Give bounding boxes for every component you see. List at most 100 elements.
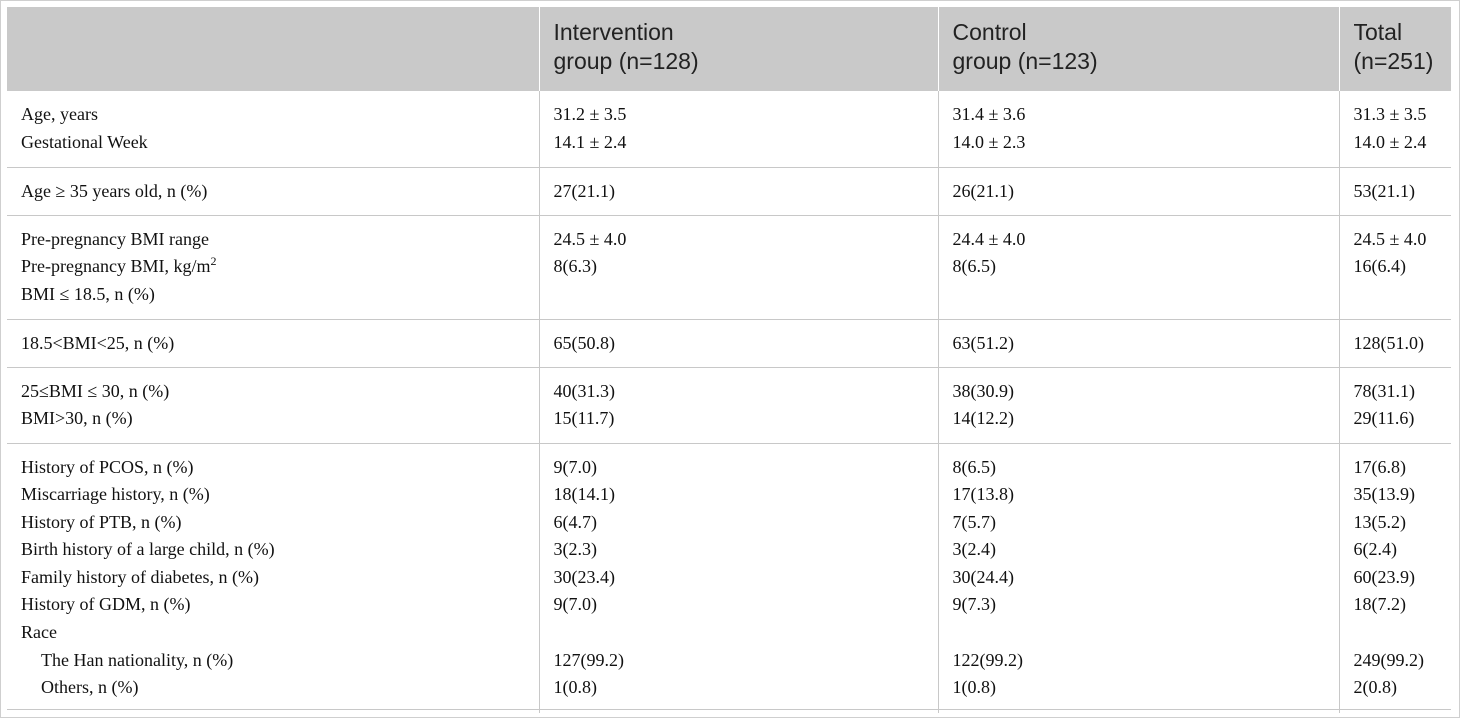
cell-line: 8(6.5)	[952, 256, 997, 277]
header-control: Control group (n=123)	[937, 7, 1339, 91]
table-row: Age ≥ 35 years old, n (%) 27(21.1) 26(21.1…	[7, 166, 1451, 215]
table-row: History of PCOS, n (%) Miscarriage histor…	[7, 442, 1452, 713]
control-cell: 8(6.5) 17(13.8) 7(5.7) 3(2.4) 30(24.4) 9(7.3)…	[937, 442, 1339, 713]
total-cell: 24.5 ± 4.0 16(6.4)	[1338, 214, 1451, 319]
header-row: Intervention group (n=128) Control group…	[7, 7, 1451, 91]
cell-line: 1(0.8)	[553, 677, 598, 698]
cell-line: History of GDM, n (%)	[21, 594, 191, 615]
cell-line	[1354, 619, 1452, 647]
total-cell: 128(51.0)	[1338, 318, 1451, 367]
intervention-cell: 65(50.8)	[538, 318, 938, 367]
cell-line: 9(7.0)	[553, 456, 598, 477]
cell-line: 40(31.3)	[553, 380, 616, 401]
cell-line: History of PTB, n (%)	[21, 511, 182, 532]
cell-text: Pre-pregnancy BMI, kg/m	[21, 256, 211, 277]
cell-line: Age, years	[21, 104, 98, 124]
cell-line: 27(21.1)	[553, 180, 616, 201]
control-cell: 24.4 ± 4.0 8(6.5)	[937, 214, 1339, 319]
control-cell: 26(21.1)	[937, 166, 1339, 215]
cell-line: 6(4.7)	[553, 511, 598, 532]
row-label-cell: Pre-pregnancy BMI range Pre-pregnancy BMI…	[7, 214, 539, 319]
cell-line: 65(50.8)	[553, 332, 616, 353]
header-line: Total	[1353, 19, 1403, 45]
control-cell: 38(30.9) 14(12.2)	[937, 366, 1339, 443]
cell-line: 8(6.5)	[952, 456, 997, 477]
cell-line: 8(6.3)	[553, 256, 598, 277]
cell-line: 9(7.0)	[553, 594, 598, 615]
header-intervention: Intervention group (n=128)	[538, 7, 938, 91]
cell-line: 14.0 ± 2.4	[1353, 131, 1427, 152]
cell-line: Gestational Week	[21, 131, 148, 152]
intervention-cell: 9(7.0) 18(14.1) 6(4.7) 3(2.3) 30(23.4) 9(7.0)…	[538, 442, 938, 713]
control-cell: 31.4 ± 3.6 14.0 ± 2.3	[937, 91, 1339, 167]
cell-line: BMI ≤ 18.5, n (%)	[21, 283, 155, 304]
row-label-cell: 18.5<BMI<25, n (%)	[7, 318, 539, 367]
cell-line: 127(99.2)	[553, 649, 625, 670]
cell-line	[953, 619, 1339, 647]
header-label-column	[7, 7, 539, 91]
cell-line: Family history of diabetes, n (%)	[21, 566, 259, 587]
cell-line: 24.5 ± 4.0	[1353, 228, 1427, 249]
cell-line: 63(51.2)	[952, 332, 1015, 353]
cell-line: 2(0.8)	[1353, 677, 1398, 698]
cell-line: 53(21.1)	[1353, 180, 1416, 201]
cell-line: 24.5 ± 4.0	[553, 228, 627, 249]
cell-line: Pre-pregnancy BMI, kg/m2	[21, 253, 539, 281]
cell-line: 3(2.3)	[553, 539, 598, 560]
table-row: 25≤BMI ≤ 30, n (%) BMI>30, n (%) 40(31.3) 1…	[7, 366, 1451, 443]
total-cell: 31.3 ± 3.5 14.0 ± 2.4	[1338, 91, 1451, 167]
control-cell: 63(51.2)	[937, 318, 1339, 367]
cell-line: 15(11.7)	[553, 408, 615, 429]
row-label-cell: History of PCOS, n (%) Miscarriage histor…	[7, 442, 539, 713]
cell-line: 13(5.2)	[1353, 511, 1407, 532]
cell-line: 35(13.9)	[1353, 484, 1416, 505]
cell-line: 1(0.8)	[952, 677, 997, 698]
baseline-characteristics-table: Intervention group (n=128) Control group…	[7, 7, 1451, 713]
cell-line: Race	[21, 622, 57, 643]
cell-line: Miscarriage history, n (%)	[21, 484, 210, 505]
superscript: 2	[210, 254, 217, 269]
intervention-cell: 31.2 ± 3.5 14.1 ± 2.4	[538, 91, 938, 167]
cell-line: 14.1 ± 2.4	[553, 131, 627, 152]
intervention-cell: 24.5 ± 4.0 8(6.3)	[538, 214, 938, 319]
cell-line: The Han nationality, n (%)	[41, 649, 234, 670]
cell-line: 30(23.4)	[553, 566, 616, 587]
header-line: Intervention	[553, 19, 674, 45]
total-cell: 53(21.1)	[1338, 166, 1451, 215]
header-line: Control	[952, 19, 1027, 45]
table-row: Age, years Gestational Week 31.2 ± 3.5 14.1…	[7, 91, 1451, 167]
cell-line: Pre-pregnancy BMI range	[21, 228, 209, 249]
cell-line: 14(12.2)	[952, 408, 1015, 429]
cell-line: 17(13.8)	[952, 484, 1015, 505]
cell-line: 122(99.2)	[952, 649, 1024, 670]
cell-line: 3(2.4)	[952, 539, 997, 560]
cell-line: History of PCOS, n (%)	[21, 456, 194, 477]
row-label-cell: 25≤BMI ≤ 30, n (%) BMI>30, n (%)	[7, 366, 539, 443]
cell-line: 26(21.1)	[952, 180, 1015, 201]
cell-line: 31.4 ± 3.6	[952, 104, 1026, 124]
cell-line: 128(51.0)	[1353, 332, 1425, 353]
cell-line: 29(11.6)	[1353, 408, 1415, 429]
cell-line: 25≤BMI ≤ 30, n (%)	[21, 380, 170, 401]
cell-line: 17(6.8)	[1353, 456, 1407, 477]
cell-line: 60(23.9)	[1353, 566, 1416, 587]
cell-line: 14.0 ± 2.3	[952, 131, 1026, 152]
intervention-cell: 40(31.3) 15(11.7)	[538, 366, 938, 443]
total-cell: 17(6.8) 35(13.9) 13(5.2) 6(2.4) 60(23.9) 18(7…	[1338, 442, 1452, 713]
cell-line: 6(2.4)	[1353, 539, 1398, 560]
cell-line: BMI>30, n (%)	[21, 408, 133, 429]
cell-line: Birth history of a large child, n (%)	[21, 539, 275, 560]
cell-line: 9(7.3)	[952, 594, 997, 615]
cell-line: 30(24.4)	[952, 566, 1015, 587]
cell-line: 249(99.2)	[1353, 649, 1425, 670]
header-total: Total (n=251)	[1338, 7, 1451, 91]
table-row: Pre-pregnancy BMI range Pre-pregnancy BMI…	[7, 214, 1451, 319]
cell-line: 31.3 ± 3.5	[1353, 104, 1427, 124]
table-row: 18.5<BMI<25, n (%) 65(50.8) 63(51.2) 128(51…	[7, 318, 1451, 367]
cell-line: 18.5<BMI<25, n (%)	[21, 332, 175, 353]
cell-line: 31.2 ± 3.5	[553, 104, 627, 124]
cell-line: 24.4 ± 4.0	[952, 228, 1026, 249]
total-cell: 78(31.1) 29(11.6)	[1338, 366, 1451, 443]
header-line: group (n=128)	[553, 48, 699, 74]
cell-line: 16(6.4)	[1353, 256, 1407, 277]
